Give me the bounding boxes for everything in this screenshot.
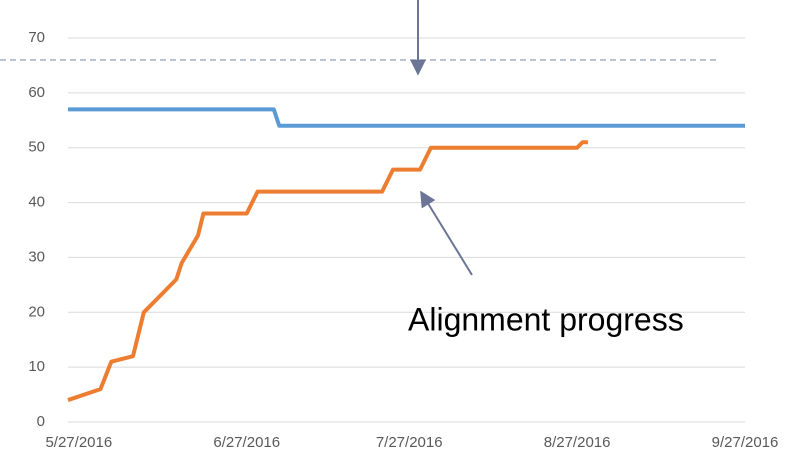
series-line xyxy=(68,107,745,128)
x-tick-label: 8/27/2016 xyxy=(544,434,611,451)
grid: 0 10 20 30 40 50 60 70 5/27/2016 6/27/2016 7/27/20… xyxy=(28,29,778,451)
y-tick-label: 70 xyxy=(28,29,45,46)
x-tick-label: 7/27/2016 xyxy=(376,434,443,451)
arrow xyxy=(420,190,473,276)
x-tick-label: 5/27/2016 xyxy=(45,434,112,451)
series-line xyxy=(67,140,588,402)
y-tick-label: 10 xyxy=(28,358,45,375)
y-tick-label: 40 xyxy=(28,194,45,211)
y-tick-label: 60 xyxy=(28,84,45,101)
y-tick-label: 30 xyxy=(28,248,45,265)
y-tick-label: 0 xyxy=(37,413,45,430)
y-tick-label: 20 xyxy=(28,303,45,320)
y-tick-label: 50 xyxy=(28,139,45,156)
marks xyxy=(0,59,745,402)
x-tick-label: 6/27/2016 xyxy=(213,434,280,451)
x-tick-label: 9/27/2016 xyxy=(712,434,779,451)
annotation: Alignment progress xyxy=(408,301,684,337)
